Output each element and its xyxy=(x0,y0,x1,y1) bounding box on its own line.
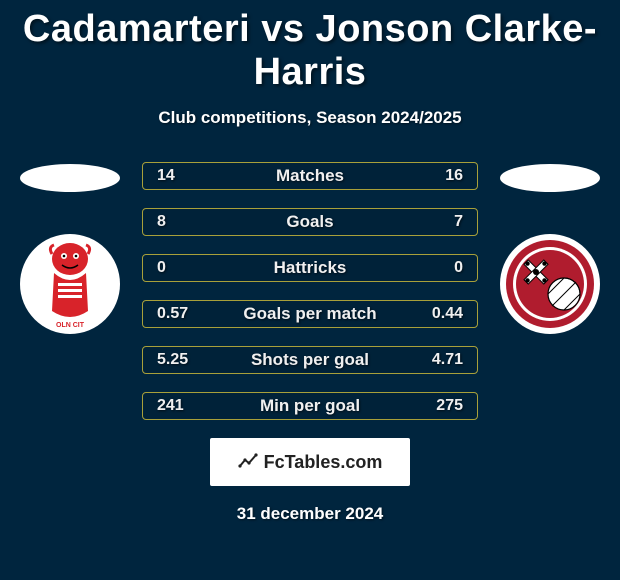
comparison-card: Cadamarteri vs Jonson Clarke-Harris Club… xyxy=(0,0,620,580)
stat-left-value: 8 xyxy=(157,213,166,231)
fctables-logo-link[interactable]: FcTables.com xyxy=(210,438,410,486)
stat-label: Shots per goal xyxy=(251,350,369,370)
stat-row-min-per-goal: 241 Min per goal 275 xyxy=(142,392,478,420)
stat-label: Min per goal xyxy=(260,396,360,416)
stat-row-matches: 14 Matches 16 xyxy=(142,162,478,190)
left-club-badge-icon: OLN CIT xyxy=(20,234,120,334)
right-club-badge-icon xyxy=(500,234,600,334)
stat-right-value: 275 xyxy=(436,397,463,415)
page-title: Cadamarteri vs Jonson Clarke-Harris xyxy=(0,0,620,94)
stat-left-value: 5.25 xyxy=(157,351,188,369)
right-player-col xyxy=(490,162,610,334)
stats-column: 14 Matches 16 8 Goals 7 0 Hattricks 0 0.… xyxy=(130,162,490,420)
stat-label: Goals per match xyxy=(243,304,376,324)
stat-row-hattricks: 0 Hattricks 0 xyxy=(142,254,478,282)
left-country-flag-icon xyxy=(20,164,120,192)
stat-left-value: 0 xyxy=(157,259,166,277)
stat-right-value: 0.44 xyxy=(432,305,463,323)
left-player-col: OLN CIT xyxy=(10,162,130,334)
stat-label: Matches xyxy=(276,166,344,186)
stat-label: Hattricks xyxy=(274,258,347,278)
svg-text:OLN CIT: OLN CIT xyxy=(56,322,85,329)
stat-left-value: 241 xyxy=(157,397,184,415)
stat-left-value: 14 xyxy=(157,167,175,185)
stat-right-value: 0 xyxy=(454,259,463,277)
main-area: OLN CIT 14 Matches 16 8 Goals 7 0 Hattri… xyxy=(0,162,620,420)
stat-right-value: 16 xyxy=(445,167,463,185)
logo-text: FcTables.com xyxy=(264,452,383,473)
chart-icon xyxy=(238,452,258,472)
stat-row-shots-per-goal: 5.25 Shots per goal 4.71 xyxy=(142,346,478,374)
stat-left-value: 0.57 xyxy=(157,305,188,323)
stat-label: Goals xyxy=(286,212,333,232)
right-country-flag-icon xyxy=(500,164,600,192)
stat-right-value: 4.71 xyxy=(432,351,463,369)
stat-row-goals: 8 Goals 7 xyxy=(142,208,478,236)
stat-right-value: 7 xyxy=(454,213,463,231)
subtitle: Club competitions, Season 2024/2025 xyxy=(0,108,620,128)
stat-row-goals-per-match: 0.57 Goals per match 0.44 xyxy=(142,300,478,328)
date-text: 31 december 2024 xyxy=(0,504,620,524)
